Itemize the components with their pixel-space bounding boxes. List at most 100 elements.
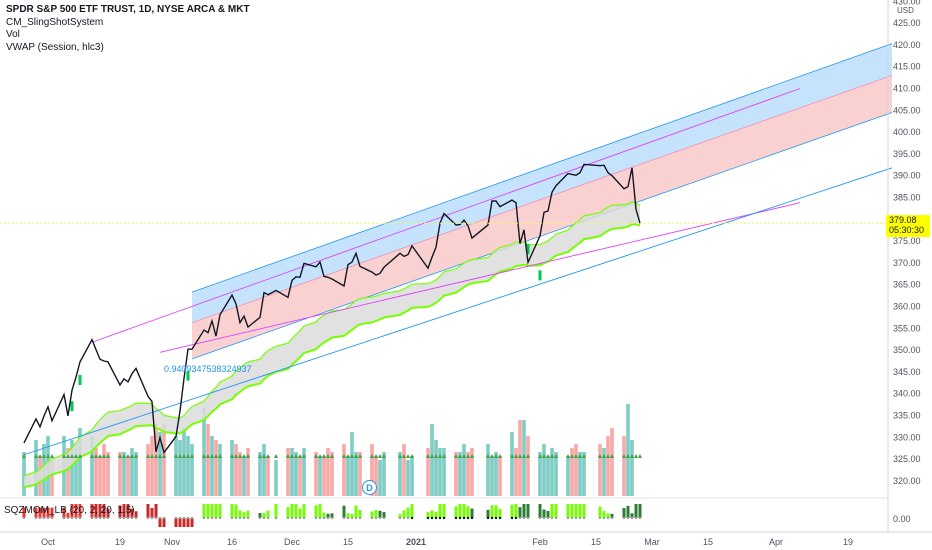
squeeze-marker [542,454,546,458]
momentum-bar [382,512,386,518]
squeeze-state-dot [318,516,322,520]
time-tick-label: 15 [343,537,353,547]
squeeze-state-dot [38,516,42,520]
volume-bar [398,452,402,496]
squeeze-marker [178,454,182,458]
squeeze-state-dot [622,516,626,520]
volume-bar [74,444,78,496]
time-tick-label: 19 [115,537,125,547]
volume-bar [434,440,438,496]
squeeze-marker [598,454,602,458]
squeeze-state-dot [202,516,206,520]
squeeze-state-dot [326,516,330,520]
momentum-bar [378,510,382,518]
squeeze-state-dot [126,516,130,520]
squeeze-marker [634,454,638,458]
squeeze-marker [214,454,218,458]
momentum-bar [498,509,502,518]
volume-bar [354,452,358,496]
momentum-bar [374,510,378,518]
squeeze-marker [330,454,334,458]
legend-symbol-title[interactable]: SPDR S&P 500 ETF TRUST, 1D, NYSE ARCA & … [6,4,250,15]
momentum-bar [522,504,526,518]
slingshot-signal [538,270,542,281]
volume-bar [22,452,26,496]
momentum-bar [50,507,54,518]
bar-countdown: 05:30:30 [889,225,925,236]
momentum-bar [430,510,434,518]
momentum-bar [610,513,614,518]
price-tick-label: 350.00 [893,345,921,355]
squeeze-dots [22,454,642,458]
momentum-bar [190,518,194,527]
price-tick-label: 385.00 [893,193,921,203]
squeeze-marker [602,454,606,458]
volume-bar [190,444,194,496]
squeeze-state-dot [626,516,630,520]
momentum-bar [46,507,50,518]
volume-bar [438,448,442,496]
momentum-bar [286,507,290,518]
momentum-bar [206,504,210,518]
price-tick-label: 320.00 [893,476,921,486]
squeeze-marker [566,454,570,458]
price-tick-label: 395.00 [893,149,921,159]
slingshot-signal [78,374,82,385]
momentum-bar [630,513,634,518]
momentum-bar [182,518,186,527]
squeeze-marker [246,454,250,458]
volume-bar [90,436,94,496]
momentum-bar [358,510,362,518]
momentum-bar [318,504,322,518]
price-tick-label: 420.00 [893,40,921,50]
squeeze-state-dot [454,516,458,520]
squeeze-state-dot [378,516,382,520]
squeeze-state-dot [294,516,298,520]
squeeze-marker [34,454,38,458]
squeeze-state-dot [90,516,94,520]
legend-slingshot[interactable]: CM_SlingShotSystem [6,16,104,28]
squeeze-state-dot [206,516,210,520]
squeeze-state-dot [302,516,306,520]
volume-bar [514,448,518,496]
squeeze-marker [122,454,126,458]
legend-vwap[interactable]: VWAP (Session, hlc3) [6,41,104,53]
squeeze-state-dot [286,516,290,520]
volume-bar [294,452,298,496]
squeeze-marker [630,454,634,458]
volume-bar [442,448,446,496]
squeeze-marker [438,454,442,458]
momentum-bar [606,513,610,518]
squeeze-state-dot [430,516,434,520]
momentum-bar [434,511,438,518]
momentum-bar [70,504,74,518]
momentum-bar [178,518,182,527]
squeeze-marker [570,454,574,458]
volume-bar [602,448,606,496]
squeeze-state-dot [370,516,374,520]
momentum-bar [330,513,334,518]
time-tick-label: 2021 [406,537,426,547]
squeeze-state-dot [466,516,470,520]
volume-bar [346,456,350,496]
squeeze-state-dot [426,516,430,520]
legend-volume[interactable]: Vol [6,29,20,40]
squeeze-state-dot [350,516,354,520]
volume-bar [186,436,190,496]
dividend-badge[interactable]: D [362,480,377,495]
volume-bar [246,448,250,496]
squeeze-state-dot [242,516,246,520]
squeeze-state-dot [458,516,462,520]
momentum-bar [262,513,266,518]
squeeze-state-dot [66,516,70,520]
squeeze-marker [242,454,246,458]
momentum-bar [326,513,330,518]
squeeze-marker [174,454,178,458]
price-tick-label: 360.00 [893,302,921,312]
squeeze-marker [358,454,362,458]
squeeze-marker [490,454,494,458]
ema-ribbon [24,201,640,488]
momentum-bar [634,504,638,518]
indicator-label[interactable]: SQZMOM_LB (20, 2, 20, 1.5) [4,505,135,516]
